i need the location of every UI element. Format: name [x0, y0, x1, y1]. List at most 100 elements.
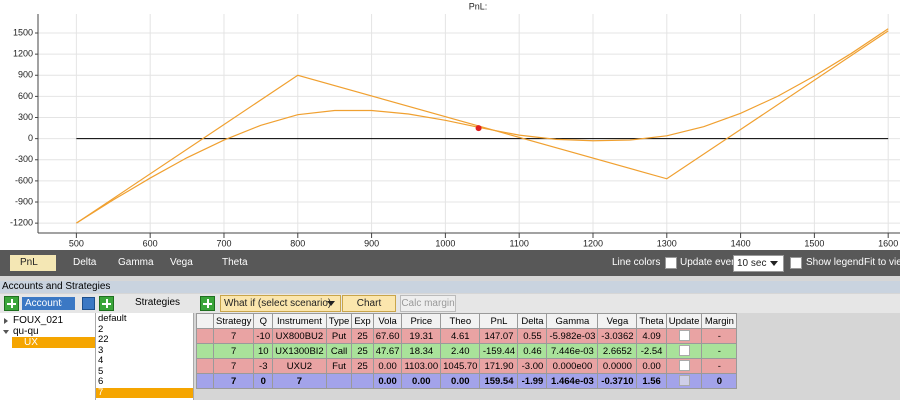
- update-checkbox[interactable]: [665, 257, 677, 269]
- strategy-item[interactable]: 6: [98, 377, 104, 387]
- pnl-line: [76, 28, 889, 224]
- positions-table: Strategy Q Instrument Type Exp Vola Price Theo P…: [196, 313, 738, 389]
- delete-icon[interactable]: [200, 376, 210, 386]
- cell: 147.07: [479, 328, 519, 344]
- p-button[interactable]: [82, 297, 95, 310]
- strategy-item[interactable]: 4: [98, 356, 104, 366]
- header-cell: Vega: [597, 313, 638, 329]
- show-legend: Show legend: [806, 257, 864, 268]
- cell: 7: [212, 343, 255, 359]
- cell: 67.60: [372, 328, 403, 344]
- position-row[interactable]: 7 -10 UX800BU2 Put 25 67.60 19.31 4.61 147.07 0.5…: [196, 328, 738, 344]
- y-tick-label: -1200: [10, 218, 33, 228]
- cell: 1103.00: [401, 358, 442, 374]
- tree-node[interactable]: UX: [12, 337, 95, 348]
- y-tick-label: 900: [18, 70, 33, 80]
- x-tick-label: 700: [216, 238, 231, 248]
- update-checkbox[interactable]: [678, 345, 690, 357]
- delete-icon[interactable]: [200, 361, 210, 371]
- cell: UXU2: [272, 358, 327, 374]
- tree-node[interactable]: qu-qu: [3, 326, 39, 337]
- cell: -159.44: [479, 343, 519, 359]
- accounts-menu[interactable]: [62, 297, 75, 310]
- expander[interactable]: [4, 318, 8, 324]
- tab[interactable]: Delta: [73, 257, 97, 268]
- interval: 10 sec: [737, 258, 767, 269]
- tree-node[interactable]: FOUX_021: [3, 315, 63, 326]
- chart-toolbar: PnL Delta Gamma Vega Theta Line colors Updat…: [0, 250, 900, 276]
- tab[interactable]: PnL: [10, 255, 56, 271]
- delete-cell: [196, 328, 214, 344]
- delete-cell: [196, 358, 214, 374]
- tab[interactable]: Vega: [170, 257, 193, 268]
- tab[interactable]: Theta: [222, 257, 248, 268]
- delete-icon[interactable]: [200, 331, 210, 341]
- strategy-item[interactable]: 7: [96, 387, 193, 398]
- accounts-button[interactable]: Accounts: [22, 297, 70, 310]
- position-row[interactable]: 7 10 UX1300BI2 Call 25 47.67 18.34 2.40 -159.44 0…: [196, 343, 738, 359]
- cell: -: [701, 328, 738, 344]
- calc-margin-button[interactable]: Calc margin: [400, 295, 456, 312]
- cell: 0: [701, 373, 738, 389]
- header-cell: Instrument: [272, 313, 327, 329]
- header-row: Strategy Q Instrument Type Exp Vola Price Theo P…: [196, 313, 738, 329]
- line-colors[interactable]: Line colors: [612, 257, 661, 268]
- cell: 4.09: [636, 328, 667, 344]
- cell: -10: [253, 328, 274, 344]
- header-cell: Strategy: [212, 313, 255, 329]
- x-tick-label: 500: [69, 238, 84, 248]
- cell: 0.00: [372, 373, 403, 389]
- y-tick-label: 0: [28, 133, 33, 143]
- update-checkbox[interactable]: [678, 360, 690, 372]
- y-tick-label: 1200: [13, 49, 33, 59]
- strategy-item[interactable]: 2: [98, 324, 104, 335]
- scenario-select[interactable]: What if (select scenario): [220, 295, 341, 312]
- fit-to-view[interactable]: Fit to view: [864, 257, 900, 268]
- cell: 0.00: [440, 373, 481, 389]
- strategy-item[interactable]: 3: [98, 345, 104, 356]
- cell: 0.00: [401, 373, 442, 389]
- cell: 18.34: [401, 343, 442, 359]
- what-if: What if (select scenario): [224, 298, 332, 309]
- cell: Fut: [325, 358, 353, 374]
- delete-icon[interactable]: [200, 346, 210, 356]
- cell: UX1300BI2: [272, 343, 327, 359]
- update-checkbox[interactable]: [678, 330, 690, 342]
- header-cell: Margin: [701, 313, 738, 329]
- interval-select[interactable]: 10 sec: [733, 255, 784, 272]
- header-cell: Theo: [440, 313, 481, 329]
- x-tick-label: 1400: [731, 238, 751, 248]
- cell: -: [701, 358, 738, 374]
- cell: -3.00: [517, 358, 548, 374]
- position-row[interactable]: 7 -3 UXU2 Fut 25 0.00 1103.00 1045.70 171.90 -3.0…: [196, 358, 738, 374]
- cell: 4.61: [440, 328, 481, 344]
- cell: 7: [212, 358, 255, 374]
- cell: 0.000e00: [546, 358, 599, 374]
- tab[interactable]: Gamma: [118, 257, 154, 268]
- add-strategy[interactable]: [99, 296, 114, 311]
- cell: [665, 328, 703, 344]
- add-account[interactable]: [4, 296, 19, 311]
- position-row[interactable]: 7 0 7 0.00 0.00 0.00 159.54 -1.99 1.464e-03 -0.37…: [196, 373, 738, 389]
- legend-checkbox[interactable]: [790, 257, 802, 269]
- strategy-item[interactable]: default: [98, 314, 127, 324]
- chart-button[interactable]: Chart: [342, 295, 396, 312]
- strategy-item[interactable]: 22: [98, 335, 109, 345]
- x-tick-label: 1200: [583, 238, 603, 248]
- cell: 0: [253, 373, 274, 389]
- delete-cell: [196, 373, 214, 389]
- cell: 2.40: [440, 343, 481, 359]
- cell: 171.90: [479, 358, 519, 374]
- delete-cell: [196, 343, 214, 359]
- x-tick-label: 800: [290, 238, 305, 248]
- cell: [665, 373, 703, 389]
- header-cell: Exp: [351, 313, 374, 329]
- cell: -2.54: [636, 343, 667, 359]
- update-checkbox[interactable]: [678, 375, 690, 387]
- strategy-item[interactable]: 5: [98, 366, 104, 377]
- expander[interactable]: [3, 330, 9, 334]
- add-row[interactable]: [200, 296, 215, 311]
- cell: 25: [351, 358, 374, 374]
- cell: 25: [351, 328, 374, 344]
- y-tick-label: 1500: [13, 27, 33, 37]
